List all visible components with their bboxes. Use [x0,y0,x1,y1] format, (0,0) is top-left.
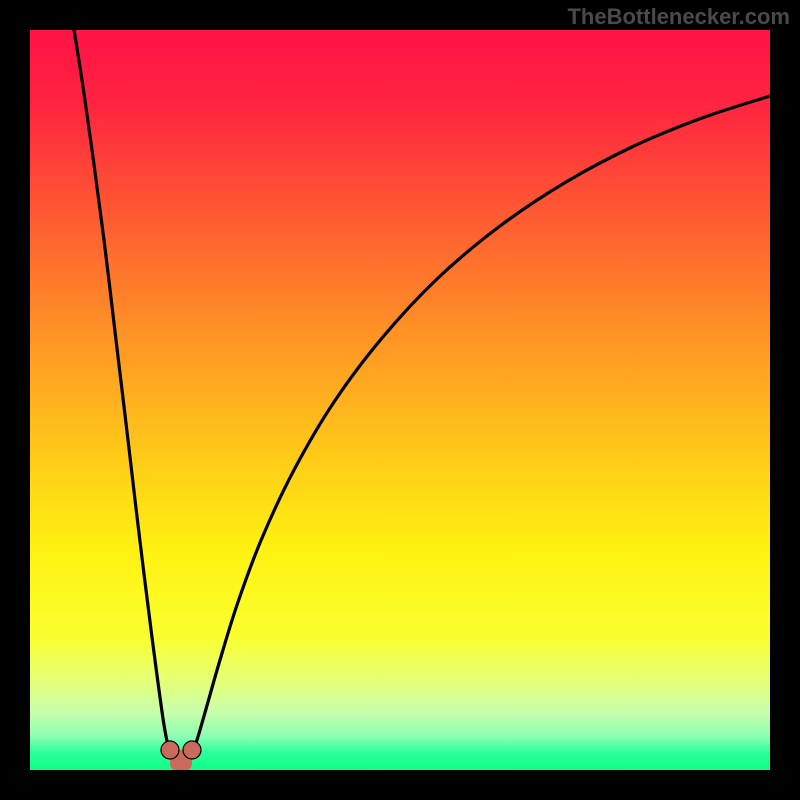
gradient-background [30,30,770,770]
valley-marker [161,741,179,759]
plot-area [30,30,770,770]
watermark-text: TheBottlenecker.com [567,4,790,30]
chart-frame: TheBottlenecker.com [0,0,800,800]
valley-marker [183,741,201,759]
bottleneck-chart [30,30,770,770]
